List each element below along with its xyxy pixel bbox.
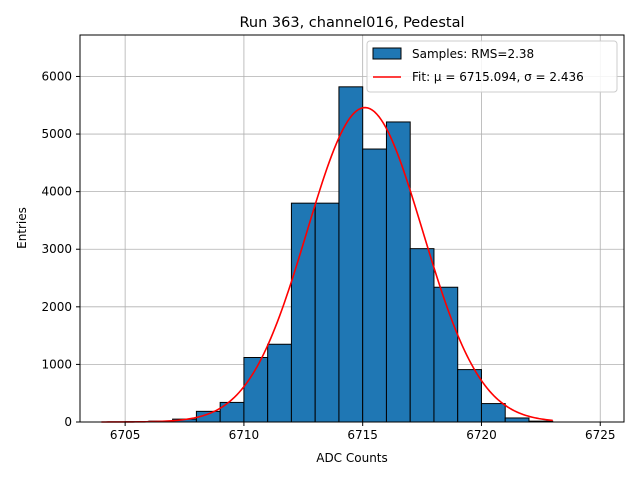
histogram-bar (362, 148, 387, 423)
x-axis-label: ADC Counts (316, 451, 388, 465)
x-axis-ticks: 6705 6710 6715 6720 6725 (110, 422, 616, 442)
histogram-bar (385, 121, 411, 423)
legend-box (366, 40, 618, 93)
y-tick-label: 2000 (41, 300, 72, 314)
x-tick-label: 6715 (347, 428, 378, 442)
fit-curve-group (101, 106, 553, 423)
histogram-bar (457, 369, 482, 423)
histogram-bar (338, 86, 364, 423)
x-tick-label: 6720 (466, 428, 497, 442)
x-tick-label: 6710 (229, 428, 260, 442)
fit-curve (101, 106, 553, 423)
histogram-bar (504, 417, 530, 423)
legend-swatch-samples (372, 47, 402, 60)
y-tick-label: 3000 (41, 242, 72, 256)
histogram-bar (314, 202, 340, 423)
y-tick-label: 5000 (41, 127, 72, 141)
y-tick-label: 4000 (41, 185, 72, 199)
legend-label-samples: Samples: RMS=2.38 (412, 47, 534, 61)
histogram-bar (243, 357, 269, 423)
legend-label-fit: Fit: μ = 6715.094, σ = 2.436 (412, 70, 584, 84)
histogram-bar (267, 343, 292, 423)
y-axis-ticks: 0 1000 2000 3000 4000 5000 6000 (41, 69, 80, 429)
y-tick-label: 0 (64, 415, 72, 429)
legend: Samples: RMS=2.38 Fit: μ = 6715.094, σ =… (366, 40, 618, 93)
histogram-bar (409, 248, 435, 423)
chart-title: Run 363, channel016, Pedestal (239, 15, 464, 31)
plot-frame (79, 34, 625, 423)
histogram-bar (290, 202, 316, 423)
y-tick-label: 1000 (41, 357, 72, 371)
x-tick-label: 6705 (110, 428, 141, 442)
y-tick-label: 6000 (41, 69, 72, 83)
histogram-bar (433, 286, 459, 423)
histogram-bar (480, 403, 506, 423)
x-tick-label: 6725 (585, 428, 616, 442)
y-axis-label: Entries (15, 207, 29, 249)
histogram-bars (124, 86, 554, 423)
